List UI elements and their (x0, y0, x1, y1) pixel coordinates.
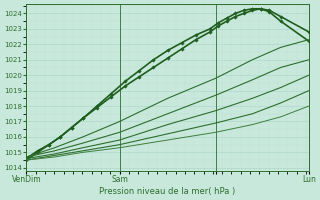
X-axis label: Pression niveau de la mer( hPa ): Pression niveau de la mer( hPa ) (100, 187, 236, 196)
